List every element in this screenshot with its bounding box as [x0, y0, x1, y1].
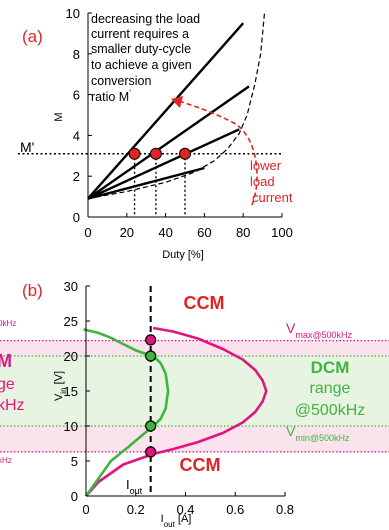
ccm-bottom-label: CCM	[180, 455, 221, 475]
y-tick-label: 5	[71, 454, 78, 469]
panel-a-reference: M'	[20, 139, 34, 155]
panel-a-axes: 0 20 40 60 80 100 0 2 4 6 8 10	[66, 6, 293, 240]
dcm-line: range	[310, 380, 351, 397]
note-line-text: ratio M	[91, 90, 129, 104]
x-tick-label: 0	[82, 502, 89, 517]
vmax-sub: max@500kHz	[295, 330, 352, 340]
y-tick-label: 10	[64, 419, 78, 434]
y-tick-label: 2	[73, 169, 80, 184]
panel-b-x-axis-label: Iout [A]	[161, 513, 192, 529]
panel-b-y-axis-label: Vin [V]	[53, 371, 68, 401]
note-line: current requires a	[91, 27, 189, 41]
note-line: to achieve a given	[91, 58, 192, 72]
operating-point	[179, 147, 191, 160]
y-tick-label: 4	[73, 128, 80, 143]
ylabel-main: V	[53, 393, 65, 401]
x-tick-label: 60	[197, 225, 211, 240]
y-tick-label: 15	[64, 384, 78, 399]
ccm-band-bottom	[0, 426, 389, 452]
dashed-boundary-curve	[87, 12, 266, 200]
dcm-line: DCM	[311, 358, 350, 377]
left-label: M	[0, 351, 12, 371]
intersection-point	[145, 350, 157, 362]
left-label: kHz	[0, 397, 25, 414]
iout-sub: out	[130, 486, 143, 496]
panel-b-bands	[0, 339, 389, 453]
vmin-main: V	[286, 423, 296, 439]
intersection-point	[145, 334, 157, 346]
iout-label: Iout	[126, 477, 143, 496]
intersection-point	[145, 446, 157, 458]
dcm-line: @500kHz	[295, 402, 366, 419]
ccm-top-label: CCM	[184, 293, 225, 313]
x-tick-label: 0.4	[176, 502, 194, 517]
dcm-range-label: DCM range @500kHz	[295, 358, 366, 419]
xlabel-main: I	[161, 513, 164, 525]
panel-b-series	[83, 286, 268, 497]
panel-a-y-axis-label: M	[53, 112, 65, 121]
y-tick-label: 0	[71, 489, 78, 504]
operating-point	[128, 147, 141, 160]
panel-b: (b) 0 0.2 0.4 0.6 0.8 0 5 10 15 20 25 30 Iout [A] V…	[0, 279, 389, 529]
left-cropped-labels: 0kHz M ge kHz kHz	[0, 319, 25, 465]
load-line: lower	[250, 158, 282, 173]
note-line: decreasing the load	[91, 12, 200, 26]
left-label: kHz	[0, 456, 12, 465]
m-vs-duty-line	[87, 85, 250, 200]
note-line-prime: '	[129, 88, 131, 98]
y-tick-label: 0	[73, 210, 80, 225]
panel-a-series	[18, 12, 282, 217]
note-line: smaller duty-cycle	[91, 42, 191, 56]
panel-a-x-axis-label: Duty [%]	[162, 249, 204, 261]
panel-a-label: (a)	[22, 27, 43, 46]
ylabel-unit: [V]	[53, 371, 65, 388]
x-tick-label: 0	[84, 225, 91, 240]
ylabel-sub: in	[59, 387, 68, 393]
lower-load-current-label: lower load current	[250, 158, 293, 205]
vmin-label: Vmin@500kHz	[286, 423, 350, 443]
m-prime-label: M'	[20, 139, 34, 155]
xlabel-sub: out	[164, 520, 176, 529]
dcm-band	[0, 356, 389, 426]
ccm-band-top	[0, 340, 389, 356]
iout-main: I	[126, 477, 130, 492]
y-tick-label: 25	[64, 314, 78, 329]
xlabel-unit: [A]	[175, 513, 192, 525]
x-tick-label: 0.8	[276, 502, 294, 517]
load-line: load	[250, 174, 275, 189]
y-tick-label: 30	[64, 279, 78, 294]
annotation-note: decreasing the load current requires a s…	[91, 12, 200, 104]
panel-b-label: (b)	[22, 281, 43, 300]
x-tick-label: 100	[271, 225, 293, 240]
left-label: 0kHz	[0, 319, 16, 328]
y-tick-label: 20	[64, 349, 78, 364]
panel-b-axes: 0 0.2 0.4 0.6 0.8 0 5 10 15 20 25 30	[64, 279, 295, 517]
intersection-point	[145, 420, 157, 432]
vmax-main: V	[286, 320, 296, 336]
operating-point	[149, 147, 162, 160]
m-vs-duty-line	[87, 22, 245, 200]
m-vs-duty-line	[87, 128, 240, 200]
y-tick-label: 10	[66, 6, 80, 21]
vmin-sub: min@500kHz	[295, 433, 350, 443]
vmax-label: Vmax@500kHz	[286, 320, 352, 340]
x-tick-label: 0.2	[127, 502, 145, 517]
note-line: ratio M'	[91, 88, 131, 104]
note-line: conversion	[91, 74, 151, 88]
dcm-boundary-curve	[83, 328, 170, 497]
y-tick-label: 6	[73, 88, 80, 103]
x-tick-label: 0.6	[226, 502, 244, 517]
left-label: ge	[0, 376, 15, 393]
x-tick-label: 80	[236, 225, 250, 240]
x-tick-label: 20	[120, 225, 134, 240]
panel-a: (a) 0 20 40 60 80 100 0 2 4 6 8 10 Duty [%] M M' de…	[18, 6, 293, 261]
y-tick-label: 8	[73, 47, 80, 62]
lower-load-arrow	[178, 100, 258, 206]
load-line: current	[252, 190, 293, 205]
arrow-head	[171, 96, 183, 108]
x-tick-label: 40	[158, 225, 172, 240]
